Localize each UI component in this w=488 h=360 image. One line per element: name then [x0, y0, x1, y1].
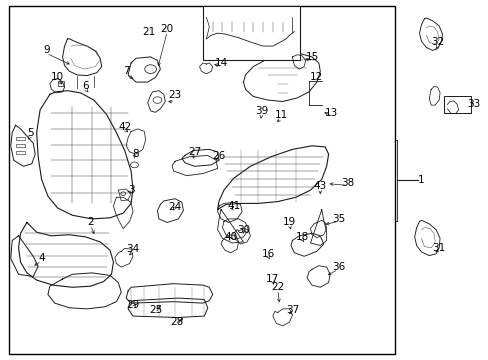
- Text: 7: 7: [122, 66, 129, 76]
- Text: 28: 28: [170, 317, 183, 327]
- Text: 21: 21: [142, 27, 156, 37]
- Text: 5: 5: [27, 128, 34, 138]
- Text: 15: 15: [305, 52, 318, 62]
- Text: 2: 2: [87, 217, 94, 228]
- Text: 1: 1: [417, 175, 424, 185]
- Text: 27: 27: [187, 147, 201, 157]
- Text: 23: 23: [168, 90, 182, 100]
- Bar: [16, 144, 25, 147]
- Text: 10: 10: [51, 72, 64, 82]
- Text: 20: 20: [161, 24, 173, 34]
- Text: 22: 22: [270, 282, 284, 292]
- Bar: [16, 137, 25, 140]
- Text: 32: 32: [430, 37, 444, 48]
- Text: 9: 9: [43, 45, 50, 55]
- Text: 39: 39: [254, 106, 268, 116]
- Text: 43: 43: [313, 181, 326, 192]
- Text: 19: 19: [282, 217, 296, 228]
- Text: 33: 33: [466, 99, 479, 109]
- Bar: [58, 81, 63, 86]
- Text: 36: 36: [331, 262, 345, 272]
- Text: 25: 25: [148, 305, 162, 315]
- Text: 3: 3: [127, 185, 134, 195]
- Text: 14: 14: [214, 58, 227, 68]
- Text: 4: 4: [38, 253, 45, 264]
- Text: 12: 12: [309, 72, 323, 82]
- Text: 40: 40: [224, 232, 237, 242]
- Bar: [443, 96, 470, 113]
- Text: 6: 6: [82, 81, 89, 91]
- Text: 30: 30: [237, 225, 249, 235]
- Bar: [9, 6, 394, 354]
- Text: 24: 24: [168, 202, 182, 212]
- Text: 38: 38: [341, 178, 354, 188]
- Text: 29: 29: [126, 300, 140, 310]
- Text: 17: 17: [265, 274, 279, 284]
- Text: 31: 31: [431, 243, 445, 253]
- Bar: [203, 6, 299, 60]
- Text: 42: 42: [118, 122, 131, 132]
- Bar: [16, 151, 25, 154]
- Text: 34: 34: [126, 244, 140, 254]
- Text: 41: 41: [226, 201, 240, 211]
- Text: 11: 11: [274, 110, 287, 120]
- Text: 35: 35: [331, 214, 345, 224]
- Text: 26: 26: [212, 150, 225, 161]
- Text: 13: 13: [324, 108, 338, 118]
- Text: 8: 8: [132, 149, 139, 159]
- Text: 16: 16: [261, 249, 274, 259]
- Text: 37: 37: [285, 305, 299, 315]
- Text: 18: 18: [295, 232, 308, 242]
